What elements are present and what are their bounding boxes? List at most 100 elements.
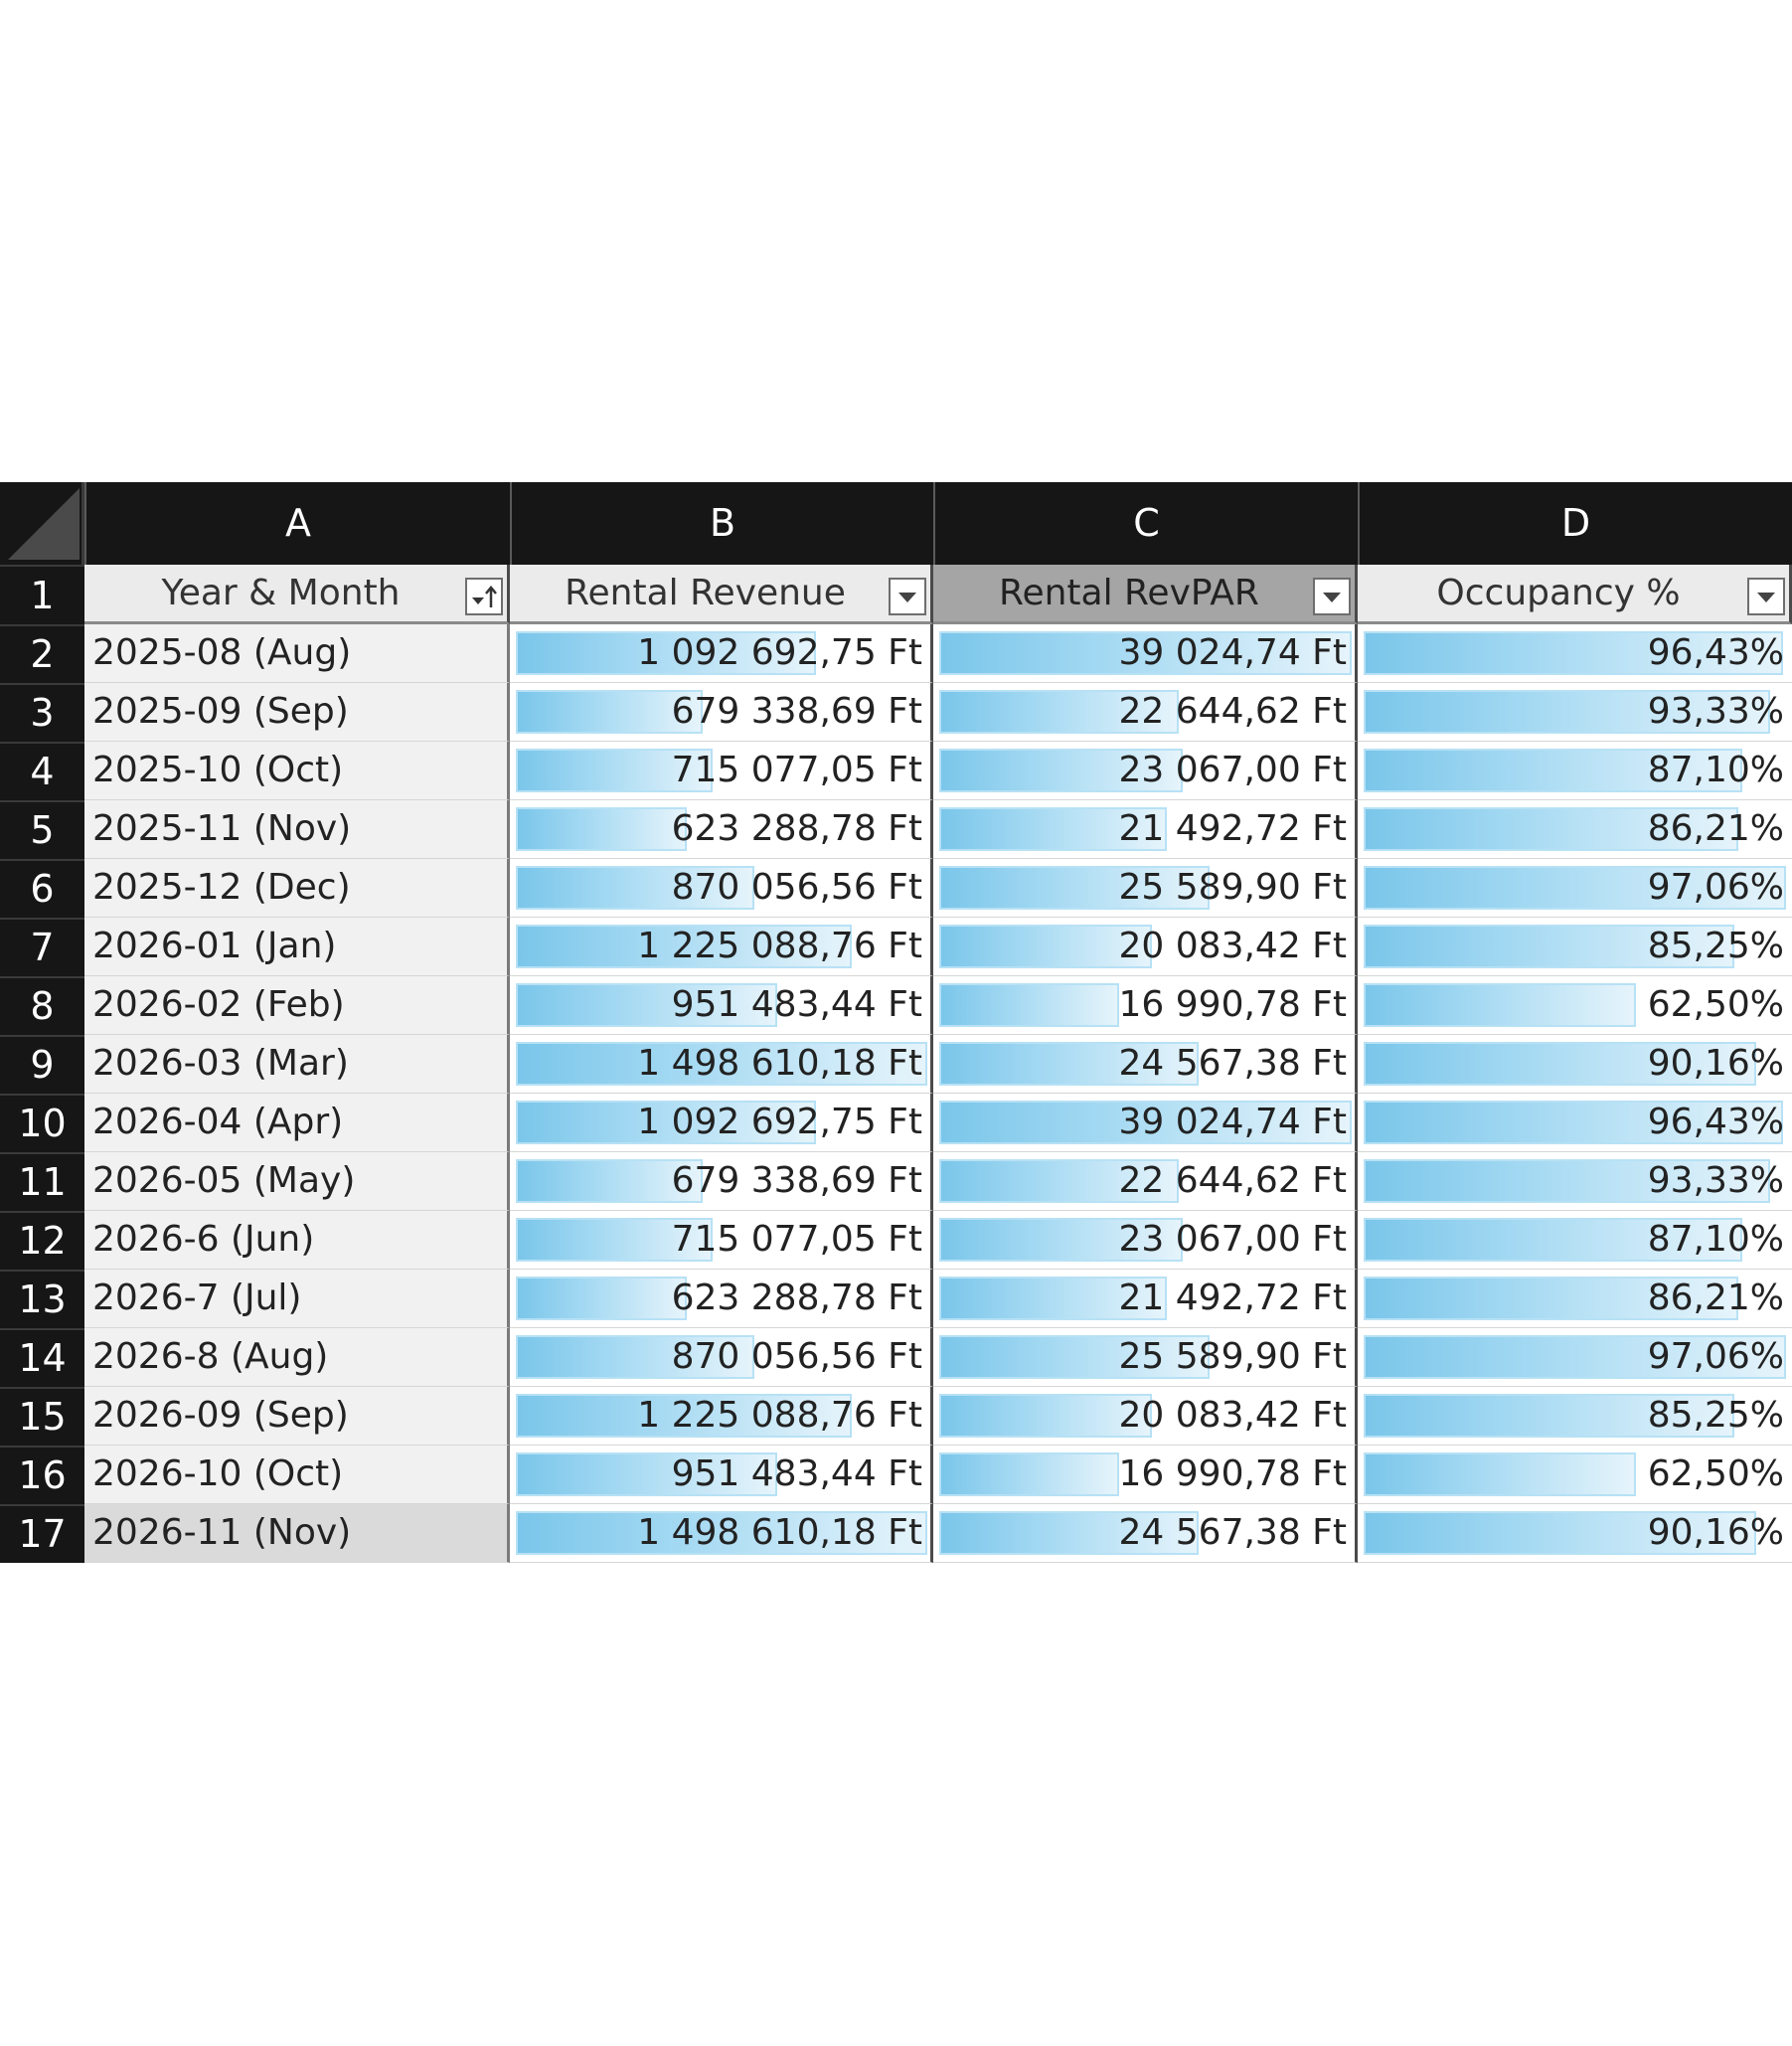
select-all-corner[interactable] — [0, 482, 84, 565]
cell-month[interactable]: 2026-01 (Jan) — [84, 918, 510, 976]
cell-revenue[interactable]: 951 483,44 Ft — [510, 1446, 933, 1504]
cell-month[interactable]: 2026-6 (Jun) — [84, 1211, 510, 1270]
column-header-b[interactable]: B — [510, 482, 933, 565]
cell-occupancy-value: 87,10% — [1647, 750, 1784, 790]
cell-revpar[interactable]: 21 492,72 Ft — [933, 1270, 1358, 1328]
table-header-d[interactable]: Occupancy % — [1358, 565, 1792, 624]
column-header-a[interactable]: A — [84, 482, 510, 565]
cell-occupancy[interactable]: 90,16% — [1358, 1504, 1792, 1563]
row-header-11[interactable]: 11 — [0, 1152, 84, 1211]
cell-revpar[interactable]: 16 990,78 Ft — [933, 976, 1358, 1035]
cell-revenue[interactable]: 623 288,78 Ft — [510, 1270, 933, 1328]
row-header-1[interactable]: 1 — [0, 565, 84, 624]
cell-occupancy[interactable]: 62,50% — [1358, 1446, 1792, 1504]
filter-button[interactable] — [1747, 578, 1785, 615]
cell-revpar[interactable]: 39 024,74 Ft — [933, 1094, 1358, 1152]
cell-month[interactable]: 2026-02 (Feb) — [84, 976, 510, 1035]
cell-revenue[interactable]: 715 077,05 Ft — [510, 1211, 933, 1270]
row-header-7[interactable]: 7 — [0, 918, 84, 976]
cell-revpar[interactable]: 39 024,74 Ft — [933, 624, 1358, 683]
cell-revenue[interactable]: 1 498 610,18 Ft — [510, 1504, 933, 1563]
row-header-8[interactable]: 8 — [0, 976, 84, 1035]
cell-revenue-value: 1 092 692,75 Ft — [637, 632, 922, 673]
cell-revenue[interactable]: 1 092 692,75 Ft — [510, 1094, 933, 1152]
cell-month[interactable]: 2026-03 (Mar) — [84, 1035, 510, 1094]
cell-month[interactable]: 2026-10 (Oct) — [84, 1446, 510, 1504]
filter-dropdown-icon — [898, 593, 916, 602]
cell-occupancy[interactable]: 86,21% — [1358, 1270, 1792, 1328]
row-header-16[interactable]: 16 — [0, 1446, 84, 1504]
row-header-12[interactable]: 12 — [0, 1211, 84, 1270]
cell-revpar[interactable]: 25 589,90 Ft — [933, 1328, 1358, 1387]
cell-month[interactable]: 2026-09 (Sep) — [84, 1387, 510, 1446]
table-header-a[interactable]: Year & Month — [84, 565, 510, 624]
cell-occupancy[interactable]: 93,33% — [1358, 683, 1792, 742]
cell-revenue[interactable]: 679 338,69 Ft — [510, 683, 933, 742]
cell-month[interactable]: 2026-11 (Nov) — [84, 1504, 510, 1563]
row-header-15[interactable]: 15 — [0, 1387, 84, 1446]
table-header-c[interactable]: Rental RevPAR — [933, 565, 1358, 624]
cell-month[interactable]: 2026-04 (Apr) — [84, 1094, 510, 1152]
cell-revpar[interactable]: 23 067,00 Ft — [933, 742, 1358, 800]
cell-occupancy[interactable]: 85,25% — [1358, 918, 1792, 976]
cell-revpar[interactable]: 25 589,90 Ft — [933, 859, 1358, 918]
cell-revpar[interactable]: 22 644,62 Ft — [933, 683, 1358, 742]
row-header-13[interactable]: 13 — [0, 1270, 84, 1328]
cell-revenue[interactable]: 1 225 088,76 Ft — [510, 918, 933, 976]
revenue-data-bar — [516, 1159, 703, 1203]
cell-occupancy[interactable]: 86,21% — [1358, 800, 1792, 859]
filter-button[interactable] — [889, 578, 926, 615]
cell-month[interactable]: 2026-8 (Aug) — [84, 1328, 510, 1387]
cell-month[interactable]: 2025-11 (Nov) — [84, 800, 510, 859]
row-header-10[interactable]: 10 — [0, 1094, 84, 1152]
row-header-17[interactable]: 17 — [0, 1504, 84, 1563]
cell-revenue[interactable]: 1 092 692,75 Ft — [510, 624, 933, 683]
cell-revpar[interactable]: 16 990,78 Ft — [933, 1446, 1358, 1504]
cell-month[interactable]: 2025-08 (Aug) — [84, 624, 510, 683]
cell-occupancy[interactable]: 93,33% — [1358, 1152, 1792, 1211]
cell-revenue[interactable]: 679 338,69 Ft — [510, 1152, 933, 1211]
cell-occupancy-value: 85,25% — [1647, 1395, 1784, 1436]
row-header-3[interactable]: 3 — [0, 683, 84, 742]
cell-revenue[interactable]: 1 225 088,76 Ft — [510, 1387, 933, 1446]
cell-occupancy[interactable]: 90,16% — [1358, 1035, 1792, 1094]
row-header-6[interactable]: 6 — [0, 859, 84, 918]
cell-revenue[interactable]: 870 056,56 Ft — [510, 859, 933, 918]
row-header-5[interactable]: 5 — [0, 800, 84, 859]
cell-occupancy[interactable]: 85,25% — [1358, 1387, 1792, 1446]
cell-month[interactable]: 2025-10 (Oct) — [84, 742, 510, 800]
cell-revpar[interactable]: 23 067,00 Ft — [933, 1211, 1358, 1270]
cell-month[interactable]: 2026-7 (Jul) — [84, 1270, 510, 1328]
filter-button[interactable] — [1313, 578, 1351, 615]
cell-revpar[interactable]: 20 083,42 Ft — [933, 918, 1358, 976]
cell-revpar[interactable]: 24 567,38 Ft — [933, 1035, 1358, 1094]
row-header-4[interactable]: 4 — [0, 742, 84, 800]
cell-revenue[interactable]: 1 498 610,18 Ft — [510, 1035, 933, 1094]
cell-occupancy[interactable]: 87,10% — [1358, 1211, 1792, 1270]
cell-revenue[interactable]: 623 288,78 Ft — [510, 800, 933, 859]
column-header-d[interactable]: D — [1358, 482, 1792, 565]
row-header-14[interactable]: 14 — [0, 1328, 84, 1387]
cell-occupancy[interactable]: 97,06% — [1358, 1328, 1792, 1387]
cell-revenue[interactable]: 951 483,44 Ft — [510, 976, 933, 1035]
row-header-9[interactable]: 9 — [0, 1035, 84, 1094]
row-header-2[interactable]: 2 — [0, 624, 84, 683]
cell-occupancy[interactable]: 97,06% — [1358, 859, 1792, 918]
cell-revpar[interactable]: 22 644,62 Ft — [933, 1152, 1358, 1211]
cell-month[interactable]: 2025-09 (Sep) — [84, 683, 510, 742]
cell-occupancy[interactable]: 62,50% — [1358, 976, 1792, 1035]
sort-filter-button[interactable] — [465, 578, 503, 615]
column-header-c[interactable]: C — [933, 482, 1358, 565]
cell-revenue-value: 715 077,05 Ft — [671, 1219, 922, 1260]
cell-revenue[interactable]: 715 077,05 Ft — [510, 742, 933, 800]
cell-revenue[interactable]: 870 056,56 Ft — [510, 1328, 933, 1387]
cell-occupancy[interactable]: 96,43% — [1358, 1094, 1792, 1152]
cell-revpar[interactable]: 21 492,72 Ft — [933, 800, 1358, 859]
cell-occupancy[interactable]: 96,43% — [1358, 624, 1792, 683]
cell-month[interactable]: 2026-05 (May) — [84, 1152, 510, 1211]
cell-occupancy[interactable]: 87,10% — [1358, 742, 1792, 800]
cell-revpar[interactable]: 24 567,38 Ft — [933, 1504, 1358, 1563]
cell-month[interactable]: 2025-12 (Dec) — [84, 859, 510, 918]
table-header-b[interactable]: Rental Revenue — [510, 565, 933, 624]
cell-revpar[interactable]: 20 083,42 Ft — [933, 1387, 1358, 1446]
